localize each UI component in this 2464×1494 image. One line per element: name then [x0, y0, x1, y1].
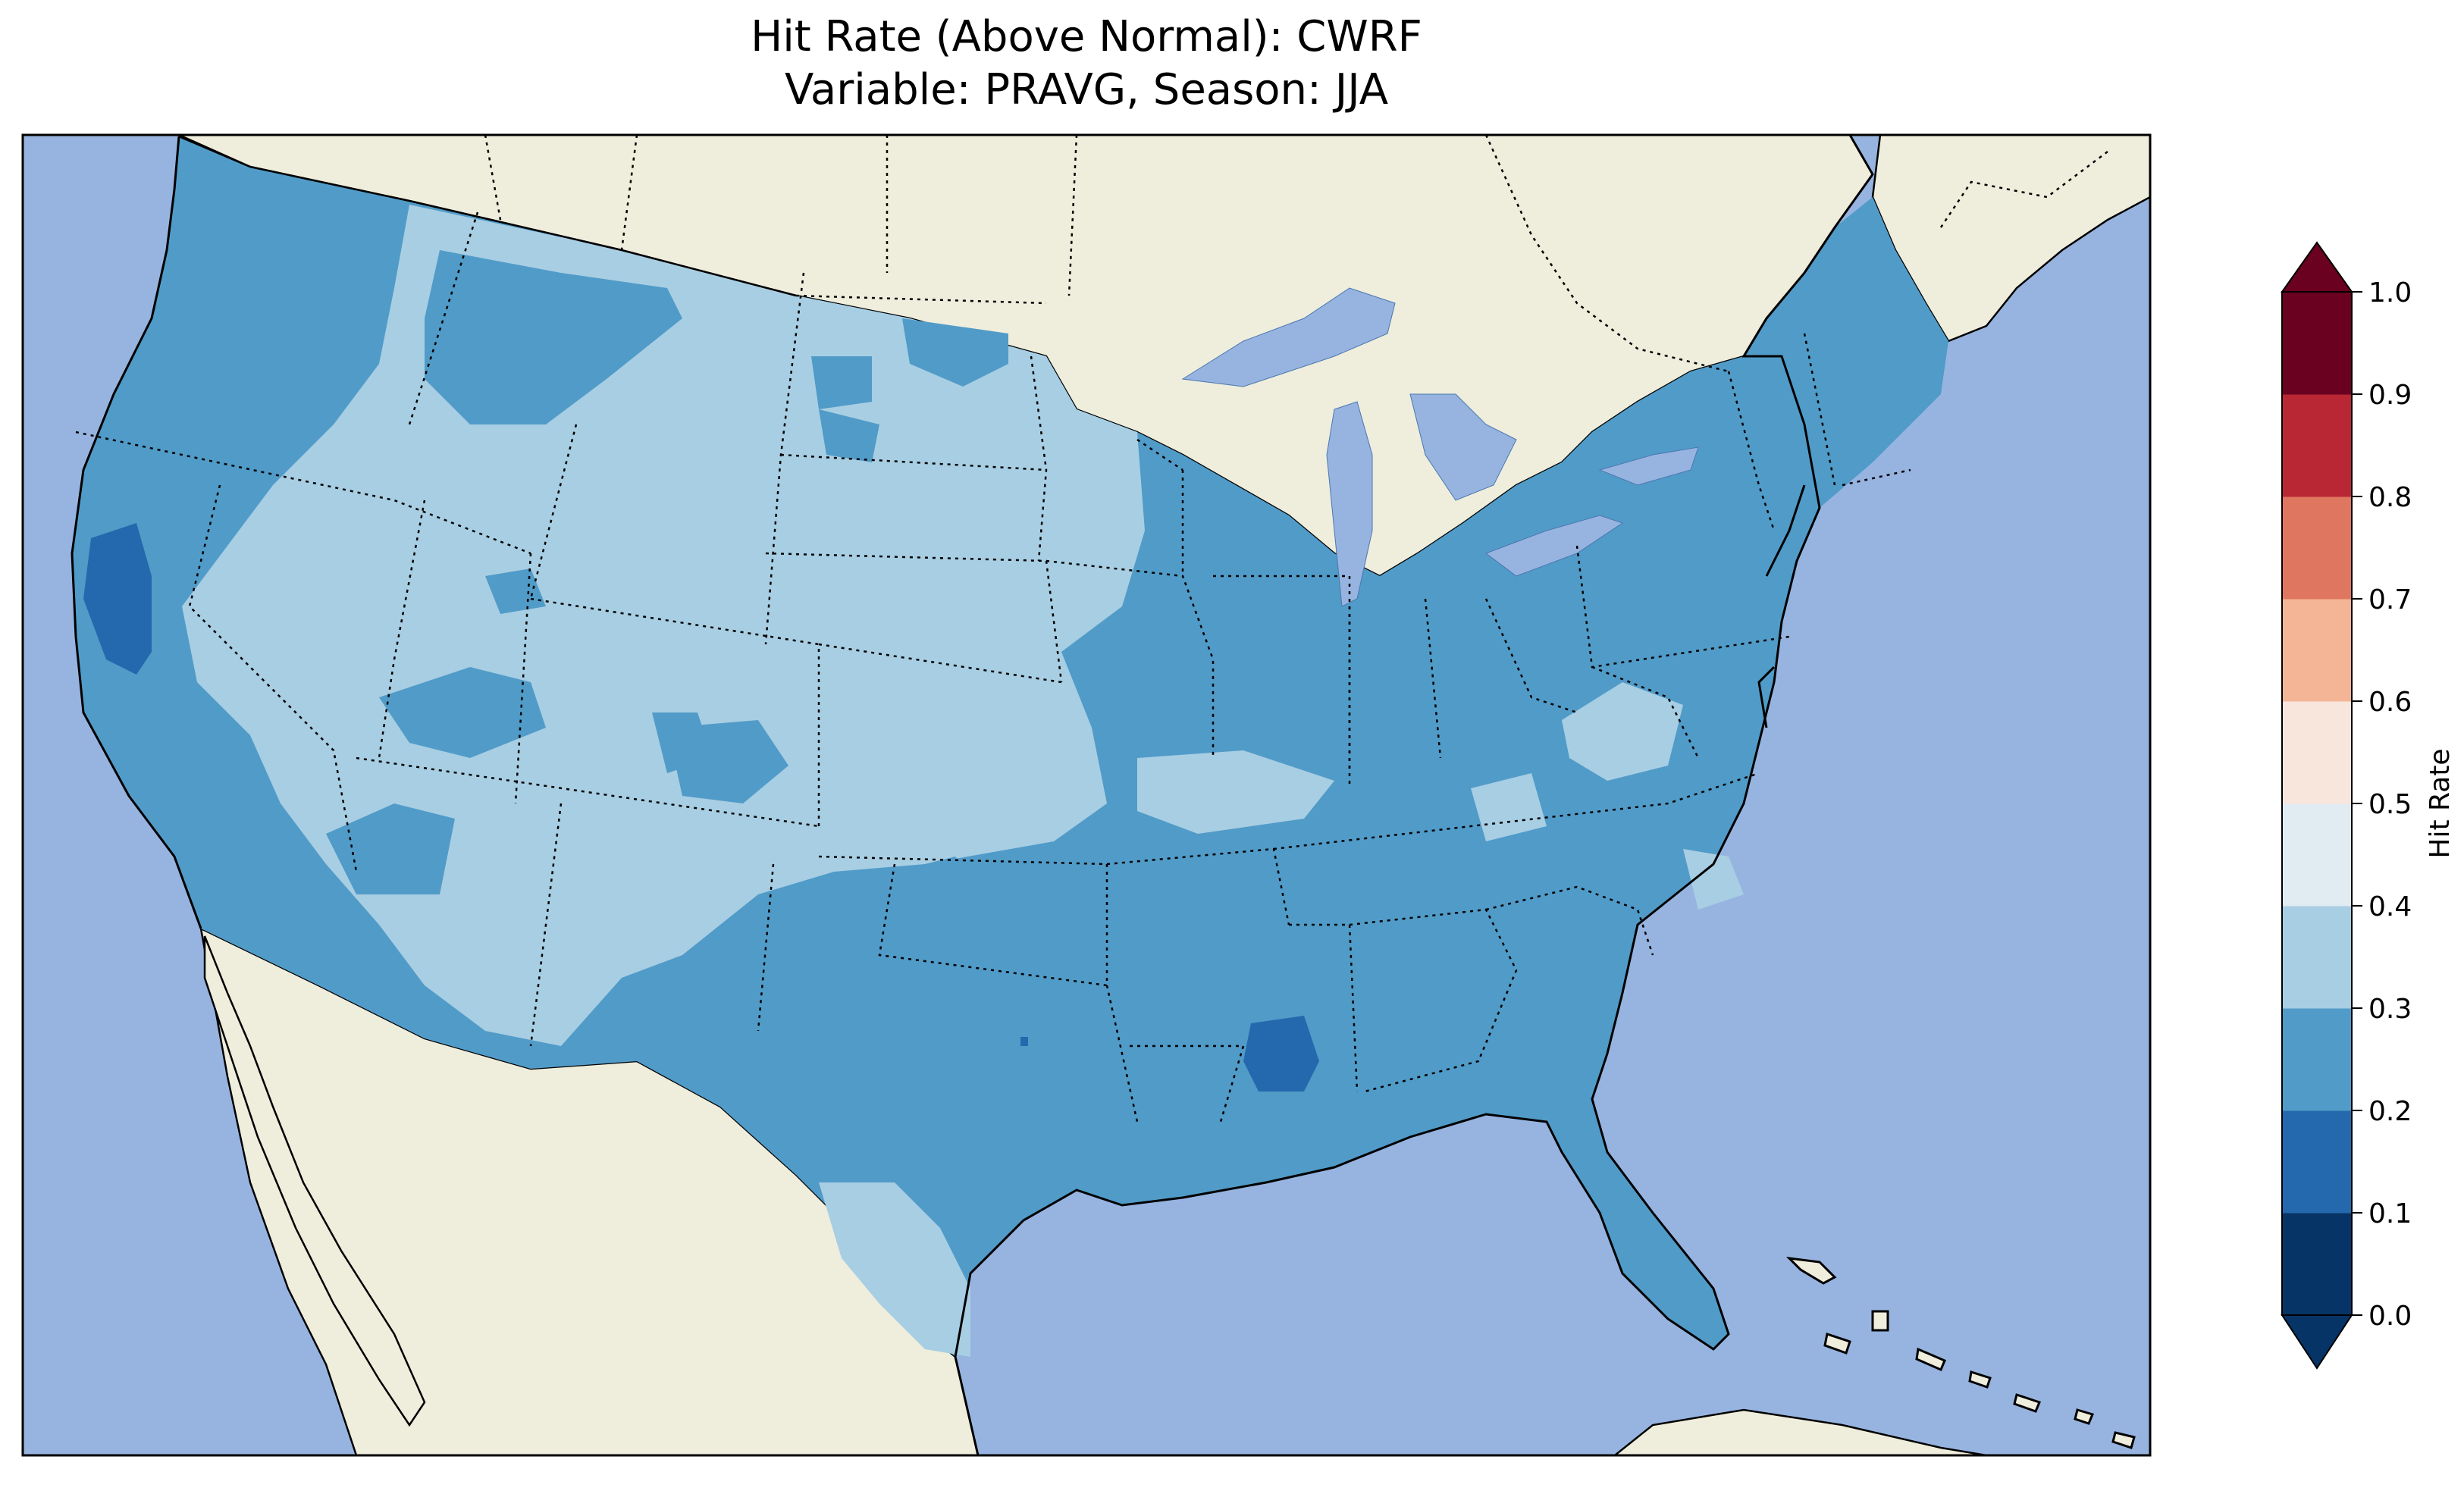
lake-michigan: [1326, 401, 1373, 607]
coastlines: [71, 135, 1874, 1455]
region-ky-tn: [1137, 750, 1334, 834]
baja-land: [203, 935, 426, 1427]
colorbar-tick-label: 0.8: [2368, 482, 2412, 513]
title-line-1: Hit Rate (Above Normal): CWRF: [751, 12, 1422, 61]
region-sc-coast: [1683, 849, 1744, 910]
colorbar-bin-0.2-0.3: [2282, 1008, 2352, 1111]
colorbar-under-triangle: [2281, 1314, 2353, 1370]
colorbar-bin-0.7-0.8: [2282, 496, 2352, 600]
title-line-2: Variable: PRAVG, Season: JJA: [784, 65, 1389, 114]
colorbar-tick-label: 0.7: [2368, 584, 2412, 615]
colorbar-tick-label: 0.0: [2368, 1301, 2412, 1332]
map-frame: [21, 133, 2152, 1457]
colorbar-bin-0.8-0.9: [2282, 394, 2352, 497]
colorbar-tick-label: 0.3: [2368, 994, 2412, 1025]
colorbar-bin-0.0-0.1: [2282, 1213, 2352, 1316]
lake-ontario: [1598, 446, 1699, 486]
colorbar-tick-label: 0.9: [2368, 380, 2412, 411]
lake-erie: [1484, 515, 1624, 577]
class-0.2-0.3-patches: [326, 250, 1008, 932]
international-borders: [178, 135, 797, 297]
colorbar-tick-label: 0.5: [2368, 789, 2412, 820]
canadian-province-borders: [484, 135, 2108, 373]
lake-huron: [1409, 393, 1517, 501]
colorbar-ticks: 0.0 0.1 0.2 0.3 0.4 0.5 0.6 0.7 0.8 0.9 1.0: [2352, 277, 2412, 1332]
colorbar-axis-label: Hit Rate: [2425, 748, 2456, 858]
cuba-land: [1613, 1408, 1987, 1455]
class-0.1-0.2-regions: [83, 523, 1319, 1092]
chart-title: Hit Rate (Above Normal): CWRF Variable: …: [0, 11, 2173, 117]
colorbar-bin-0.1-0.2: [2282, 1110, 2352, 1214]
colorbar-bin-0.6-0.7: [2282, 599, 2352, 702]
region-n-california: [83, 523, 152, 675]
colorbar-bin-0.4-0.5: [2282, 803, 2352, 907]
colorbar-bin-0.3-0.4: [2282, 906, 2352, 1009]
state-borders: [75, 211, 1911, 1123]
colorbar-over-triangle: [2281, 241, 2353, 293]
colorbar-tick-label: 1.0: [2368, 277, 2412, 309]
colorbar-bins: [2282, 292, 2352, 1316]
great-lakes: [1181, 287, 1699, 607]
bahamas-islands: [1785, 1256, 2136, 1449]
lake-superior: [1181, 287, 1396, 387]
colorbar-tick-label: 0.1: [2368, 1198, 2412, 1229]
colorbar-tick-label: 0.4: [2368, 891, 2412, 922]
region-appalachian: [1562, 682, 1683, 781]
colorbar-bin-0.9-1.0: [2282, 292, 2352, 395]
region-oh-valley: [1471, 773, 1547, 841]
region-south-texas: [819, 1182, 970, 1357]
colorbar-tick-label: 0.6: [2368, 687, 2412, 718]
colorbar-tick-label: 0.2: [2368, 1096, 2412, 1127]
region-mississippi-alabama: [1243, 1016, 1319, 1092]
colorbar-bin-0.5-0.6: [2282, 701, 2352, 804]
